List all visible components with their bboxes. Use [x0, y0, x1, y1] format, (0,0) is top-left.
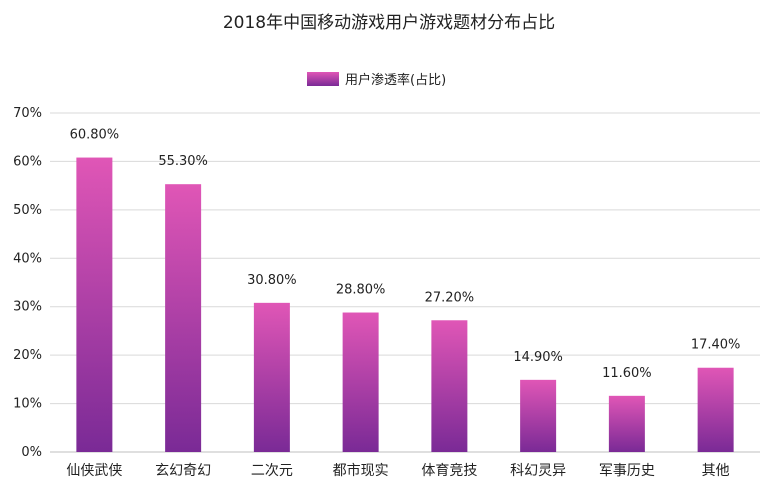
x-tick-label: 军事历史 — [599, 463, 655, 479]
y-tick-label: 40% — [13, 251, 42, 266]
data-label: 14.90% — [513, 350, 563, 365]
y-tick-label: 20% — [13, 348, 42, 363]
x-tick-label: 科幻灵异 — [510, 463, 566, 479]
data-label: 30.80% — [247, 273, 297, 288]
bar — [342, 312, 379, 452]
y-tick-label: 70% — [13, 106, 42, 121]
data-label: 11.60% — [602, 366, 652, 381]
legend-swatch — [307, 72, 339, 86]
data-label: 17.40% — [691, 338, 741, 353]
x-tick-label: 二次元 — [251, 463, 293, 479]
x-tick-label: 玄幻奇幻 — [155, 462, 211, 479]
gridlines — [50, 112, 760, 453]
y-tick-label: 0% — [21, 445, 42, 460]
x-tick-label: 其他 — [702, 463, 730, 479]
legend-label: 用户渗透率(占比) — [345, 72, 446, 88]
y-tick-label: 30% — [13, 300, 42, 315]
bars — [76, 157, 734, 452]
x-tick-label: 体育竞技 — [421, 462, 477, 479]
y-tick-label: 10% — [13, 397, 42, 412]
x-axis: 仙侠武侠 玄幻奇幻 二次元 都市现实 体育竞技 科幻灵异 军事历史 其他 — [66, 462, 729, 479]
bar — [431, 320, 468, 452]
data-label: 27.20% — [425, 290, 475, 305]
bar — [520, 379, 557, 452]
bar — [76, 157, 113, 452]
y-tick-label: 60% — [13, 154, 42, 169]
x-tick-label: 都市现实 — [333, 462, 389, 479]
bar — [165, 184, 202, 452]
bar — [608, 395, 645, 452]
x-tick-label: 仙侠武侠 — [66, 463, 122, 479]
legend: 用户渗透率(占比) — [307, 72, 446, 88]
data-label: 60.80% — [70, 128, 120, 143]
data-label: 28.80% — [336, 283, 386, 298]
bar — [697, 367, 734, 452]
bar — [253, 302, 290, 452]
chart-title: 2018年中国移动游戏用户游戏题材分布占比 — [223, 13, 555, 33]
y-tick-label: 50% — [13, 203, 42, 218]
data-label: 55.30% — [158, 154, 208, 169]
y-axis: 0% 10% 20% 30% 40% 50% 60% 70% — [13, 106, 42, 460]
data-labels: 60.80% 55.30% 30.80% 28.80% 27.20% 14.90% 11.6… — [70, 128, 741, 381]
